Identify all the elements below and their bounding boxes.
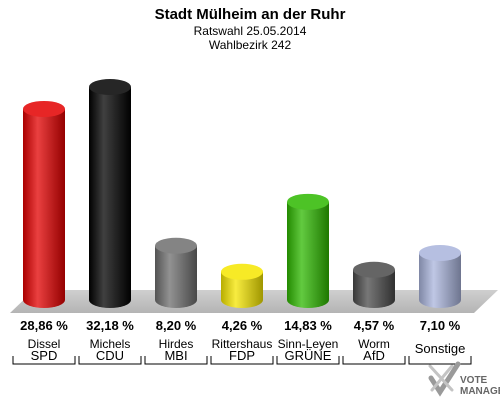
party-label-afd: AfD bbox=[363, 348, 385, 363]
bar-top-afd bbox=[353, 261, 395, 278]
bar-top-sonstige bbox=[419, 244, 461, 261]
bar-body-afd bbox=[353, 269, 395, 308]
vote-manager-logo: VOTE MANAGER bbox=[428, 361, 500, 397]
bar-top-spd bbox=[23, 100, 65, 117]
bar-body-sonstige bbox=[419, 252, 461, 308]
bar-top-cdu bbox=[89, 78, 131, 95]
bar-spd bbox=[23, 100, 65, 308]
bar-top-gr-ne bbox=[287, 193, 329, 210]
candidate-label-fdp: Rittershaus bbox=[212, 337, 273, 351]
value-label-cdu: 32,18 % bbox=[86, 318, 134, 333]
bar-top-mbi bbox=[155, 237, 197, 254]
candidate-label-afd: Worm bbox=[358, 337, 390, 351]
label-bracket-afd bbox=[342, 356, 406, 365]
label-bracket-cdu bbox=[78, 356, 142, 365]
label-bracket-mbi bbox=[144, 356, 208, 365]
candidate-label-gr-ne: Sinn-Leyen bbox=[278, 337, 339, 351]
value-label-afd: 4,57 % bbox=[354, 318, 395, 333]
bar-body-mbi bbox=[155, 245, 197, 308]
bar-group bbox=[23, 78, 461, 308]
bar-sonstige bbox=[419, 244, 461, 308]
value-label-spd: 28,86 % bbox=[20, 318, 68, 333]
party-label-sonstige: Sonstige bbox=[415, 341, 466, 356]
bar-body-fdp bbox=[221, 271, 263, 308]
logo-text-manager: MANAGER bbox=[460, 386, 500, 397]
party-label-mbi: MBI bbox=[164, 348, 187, 363]
bar-gr-ne bbox=[287, 193, 329, 308]
chart-title: Stadt Mülheim an der Ruhr bbox=[155, 6, 346, 23]
bar-fdp bbox=[221, 263, 263, 308]
checkmark-cross-logo-icon bbox=[428, 361, 461, 397]
chart-subtitle-district: Wahlbezirk 242 bbox=[209, 38, 292, 52]
party-label-cdu: CDU bbox=[96, 348, 124, 363]
bar-cdu bbox=[89, 78, 131, 308]
party-label-spd: SPD bbox=[31, 348, 58, 363]
candidate-label-spd: Dissel bbox=[28, 337, 61, 351]
chart-subtitle-date: Ratswahl 25.05.2014 bbox=[194, 24, 307, 38]
bar-body-spd bbox=[23, 108, 65, 308]
value-label-mbi: 8,20 % bbox=[156, 318, 197, 333]
value-label-gr-ne: 14,83 % bbox=[284, 318, 332, 333]
bar-afd bbox=[353, 261, 395, 308]
value-label-fdp: 4,26 % bbox=[222, 318, 263, 333]
label-bracket-fdp bbox=[210, 356, 274, 365]
bar-body-gr-ne bbox=[287, 201, 329, 308]
bar-body-cdu bbox=[89, 86, 131, 308]
party-label-fdp: FDP bbox=[229, 348, 255, 363]
bar-top-fdp bbox=[221, 263, 263, 280]
candidate-label-cdu: Michels bbox=[90, 337, 131, 351]
value-label-sonstige: 7,10 % bbox=[420, 318, 461, 333]
label-bracket-spd bbox=[12, 356, 76, 365]
label-bracket-sonstige bbox=[408, 356, 472, 365]
bar-mbi bbox=[155, 237, 197, 308]
party-label-gr-ne: GRÜNE bbox=[285, 348, 332, 363]
logo-text-vote: VOTE bbox=[460, 375, 488, 386]
candidate-label-mbi: Hirdes bbox=[159, 337, 194, 351]
label-bracket-gr-ne bbox=[276, 356, 340, 365]
